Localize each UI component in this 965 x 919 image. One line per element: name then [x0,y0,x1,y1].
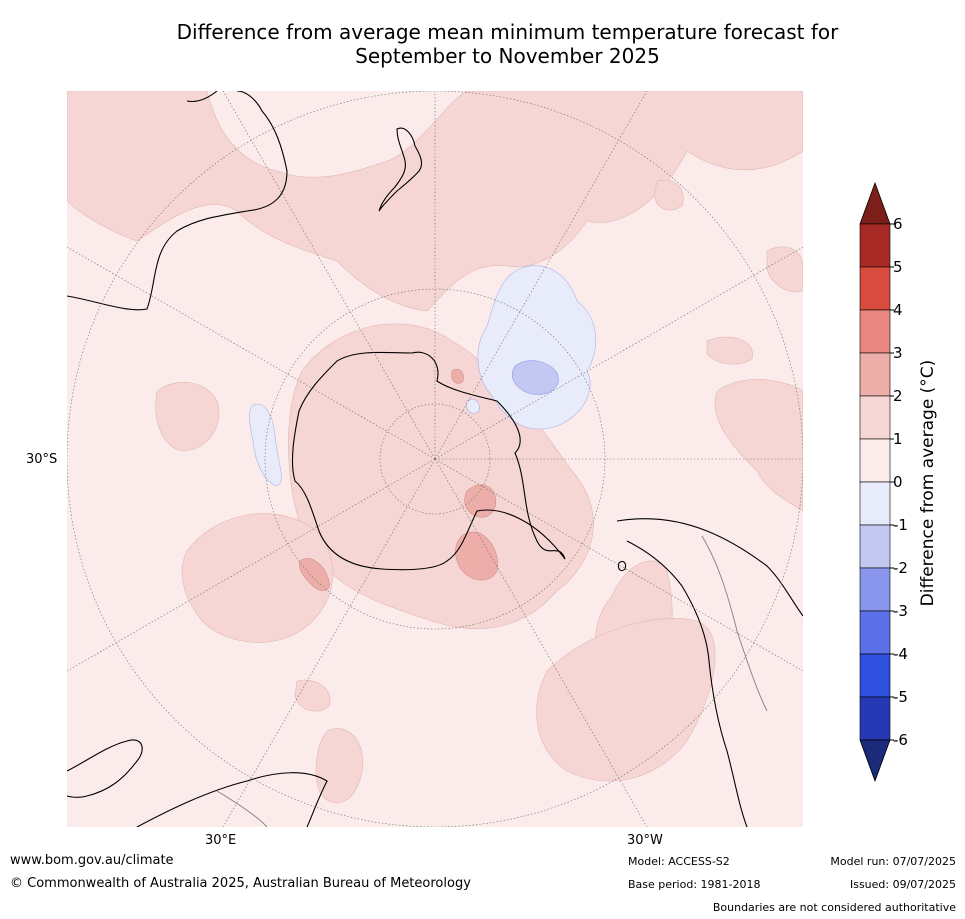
footer-base-period: Base period: 1981-2018 [628,878,761,891]
footer-model: Model: ACCESS-S2 [628,855,730,868]
colorbar-segment [859,395,891,440]
new-zealand-coastline [378,127,423,212]
colorbar-tick-label: -6 [893,731,908,749]
colorbar-tick-label: 6 [893,215,903,233]
lon-label-30w: 30°W [627,833,663,848]
anomaly-minus-2-to-minus-1-region [511,360,559,395]
colorbar-segment [859,481,891,526]
polar-map [67,91,803,827]
colorbar-segment [859,653,891,698]
colorbar: 6 5 4 3 2 1 0 -1 -2 -3 -4 -5 -6 [855,180,965,790]
footer-disclaimer: Boundaries are not considered authoritat… [712,901,956,914]
coastlines [67,91,803,827]
footer-issued: Issued: 09/07/2025 [849,878,956,891]
lat-label-30s: 30°S [26,452,58,467]
footer-model-run: Model run: 07/07/2025 [830,855,956,868]
colorbar-title: Difference from average (°C) [918,359,938,607]
colorbar-tick-label: -5 [893,688,908,706]
colorbar-segment [859,309,891,354]
colorbar-segment [859,524,891,569]
colorbar-tick-label: -2 [893,559,908,577]
colorbar-segment [859,352,891,397]
colorbar-tick-label: 5 [893,258,903,276]
colorbar-segment [859,223,891,268]
borders [216,535,768,827]
colorbar-tick-label: -3 [893,602,908,620]
colorbar-extend-min [859,739,891,783]
colorbar-tick-label: 0 [893,473,903,491]
colorbar-extend-max [859,181,891,225]
colorbar-tick-label: -1 [893,516,908,534]
colorbar-segment [859,567,891,612]
colorbar-tick-label: -4 [893,645,908,663]
colorbar-tick-label: 2 [893,387,903,405]
lon-label-30e: 30°E [205,833,237,848]
footer-url[interactable]: www.bom.gov.au/climate [10,853,174,868]
colorbar-segment [859,438,891,483]
title-line-1: Difference from average mean minimum tem… [176,20,839,44]
africa-coastline [67,739,328,827]
colorbar-svg: 6 5 4 3 2 1 0 -1 -2 -3 -4 -5 -6 [859,181,908,783]
colorbar-tick-label: 3 [893,344,903,362]
colorbar-segment [859,266,891,311]
footer-copyright: © Commonwealth of Australia 2025, Austra… [10,876,471,891]
title-line-2: September to November 2025 [355,44,660,68]
south-america-coastline [616,518,803,827]
colorbar-tick-label: 4 [893,301,903,319]
anomaly-minus-1-to-0-regions [249,265,597,487]
colorbar-tick-label: 1 [893,430,903,448]
anomaly-1-to-2-regions [67,91,803,804]
colorbar-segment [859,696,891,741]
anomaly-2-to-3-regions [299,369,499,591]
map-svg [67,91,803,827]
map-title: Difference from average mean minimum tem… [0,20,965,68]
south-georgia-coastline [617,560,627,572]
australia-coastline [67,91,288,311]
graticule [67,91,803,827]
antarctica-coastline [291,351,566,571]
colorbar-segment [859,610,891,655]
